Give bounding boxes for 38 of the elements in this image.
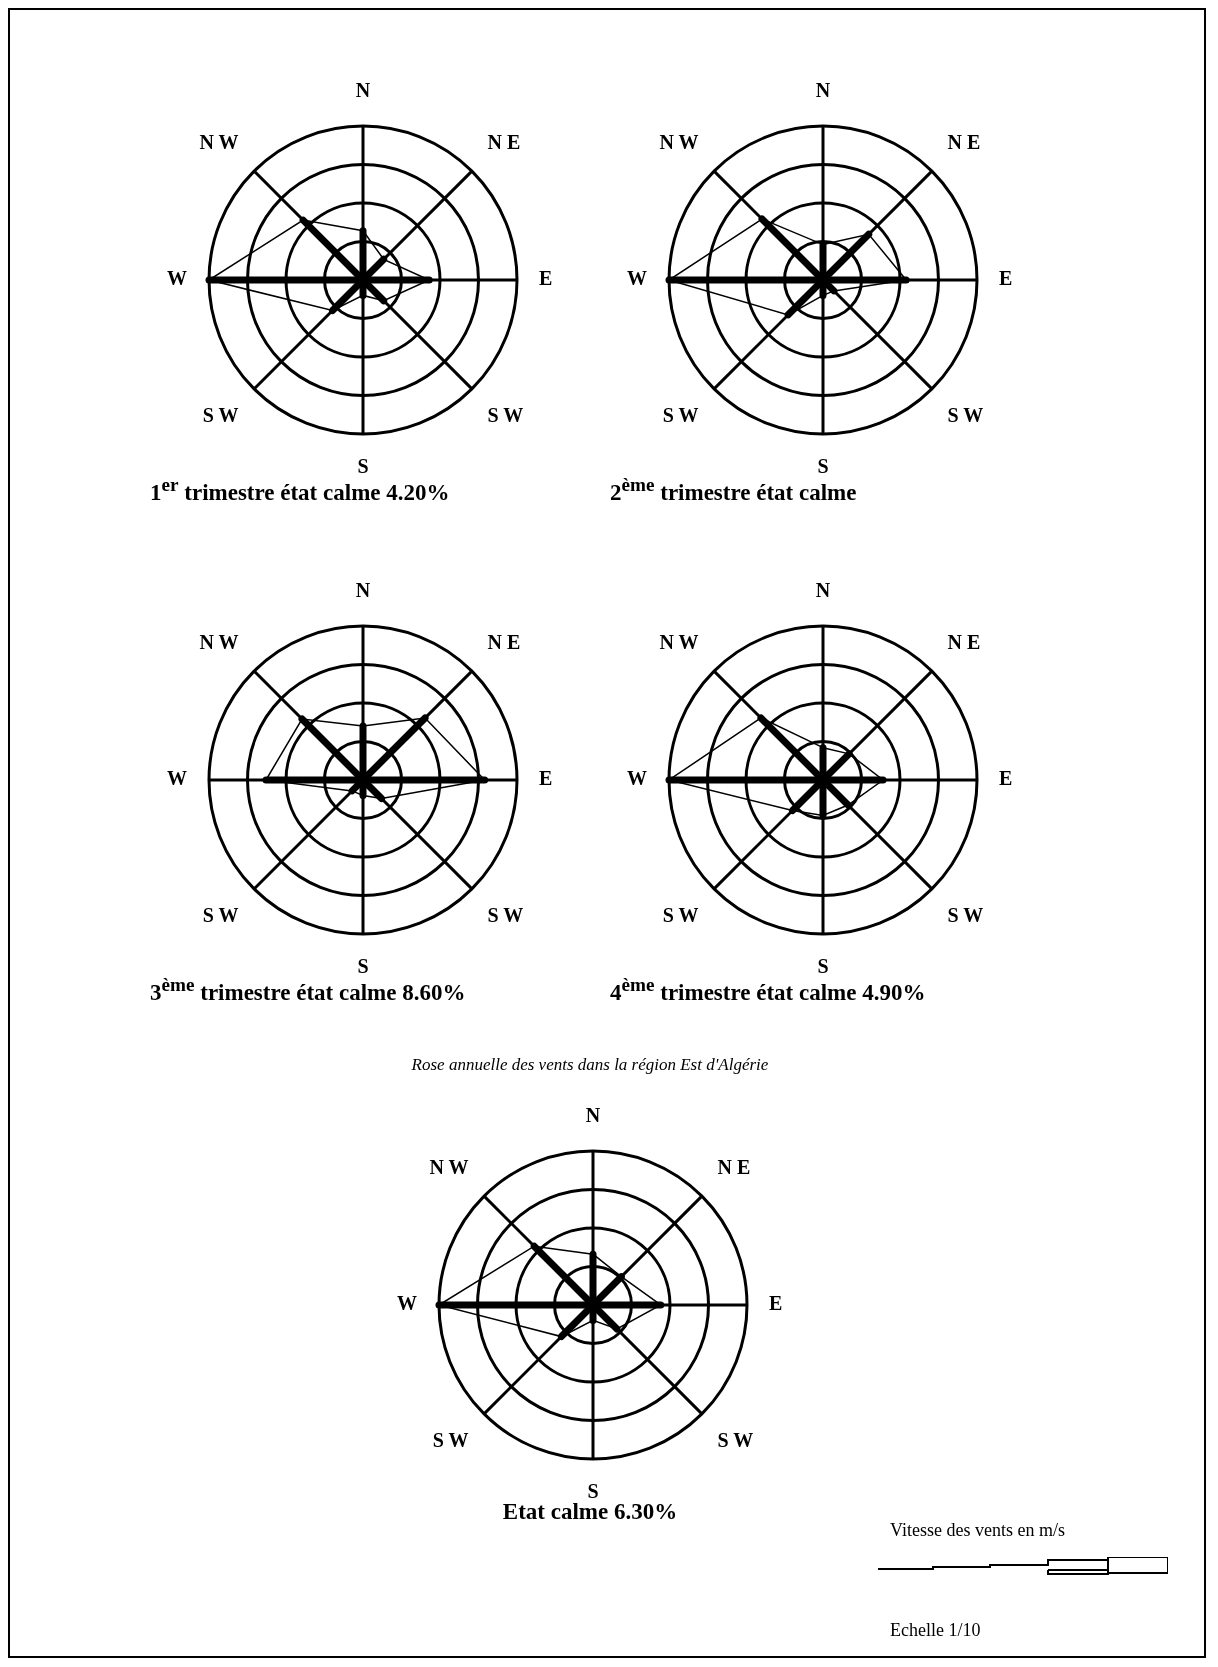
spoke-label: N: [585, 1104, 601, 1127]
spoke-label: S W: [662, 403, 699, 426]
spoke-label: N W: [429, 1155, 469, 1178]
spoke-label: S W: [202, 403, 239, 426]
spoke-label: S W: [432, 1428, 469, 1451]
spoke-label: N E: [717, 1155, 751, 1178]
spoke-label: N E: [947, 130, 981, 153]
spoke-label: E: [769, 1292, 783, 1315]
spoke-label: E: [999, 267, 1013, 290]
text: Echelle 1/10: [890, 1620, 981, 1641]
spoke-label: S W: [202, 903, 239, 926]
spoke-label: N E: [487, 130, 521, 153]
spoke-label: N W: [659, 630, 699, 653]
spoke-label: N E: [947, 630, 981, 653]
text: Vitesse des vents en m/s: [890, 1520, 1065, 1541]
spoke-label: W: [397, 1292, 417, 1315]
spoke-label: W: [167, 267, 187, 290]
spoke-label: E: [539, 267, 553, 290]
spoke-label: W: [627, 267, 647, 290]
spoke-label: N E: [487, 630, 521, 653]
spoke-label: E: [999, 767, 1013, 790]
spoke-label: S W: [947, 403, 984, 426]
spoke-label: S W: [717, 1428, 754, 1451]
spoke-label: N W: [199, 130, 239, 153]
spoke-label: S W: [947, 903, 984, 926]
spoke-label: N: [815, 579, 831, 602]
spoke-label: N: [355, 579, 371, 602]
spoke-label: N W: [659, 130, 699, 153]
spoke-label: W: [627, 767, 647, 790]
chart-subtitle: Rose annuelle des vents dans la région Est d'Algérie: [410, 1055, 770, 1075]
spoke-label: E: [539, 767, 553, 790]
spoke-label: N: [815, 79, 831, 102]
spoke-label: N: [355, 79, 371, 102]
spoke-label: N W: [199, 630, 239, 653]
spoke-label: W: [167, 767, 187, 790]
spoke-label: S W: [487, 403, 524, 426]
spoke-label: S W: [662, 903, 699, 926]
spoke-label: S W: [487, 903, 524, 926]
